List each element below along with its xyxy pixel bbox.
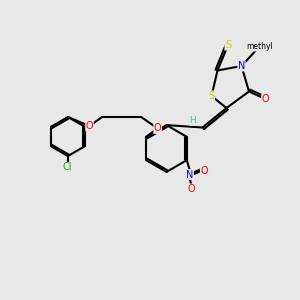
Text: O: O [188, 184, 195, 194]
Text: methyl: methyl [246, 42, 273, 51]
Text: O: O [262, 94, 269, 104]
Text: S: S [208, 91, 214, 101]
Text: S: S [225, 40, 231, 50]
Text: O: O [86, 121, 93, 131]
Text: H: H [189, 116, 196, 125]
Text: N: N [238, 61, 245, 71]
Text: O: O [200, 166, 208, 176]
Text: Cl: Cl [63, 162, 72, 172]
Text: N: N [186, 169, 194, 180]
Text: O: O [154, 123, 161, 134]
